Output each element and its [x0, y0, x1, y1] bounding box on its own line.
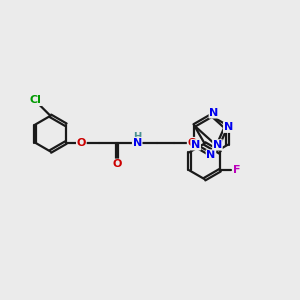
- Text: N: N: [191, 140, 200, 150]
- Text: Cl: Cl: [30, 95, 41, 105]
- Text: N: N: [213, 140, 222, 150]
- Text: N: N: [224, 122, 233, 132]
- Text: O: O: [112, 159, 122, 169]
- Text: O: O: [188, 138, 197, 148]
- Text: H: H: [133, 132, 141, 142]
- Text: N: N: [206, 150, 216, 160]
- Text: N: N: [209, 108, 218, 118]
- Text: N: N: [133, 138, 142, 148]
- Text: F: F: [232, 165, 240, 175]
- Text: O: O: [76, 138, 86, 148]
